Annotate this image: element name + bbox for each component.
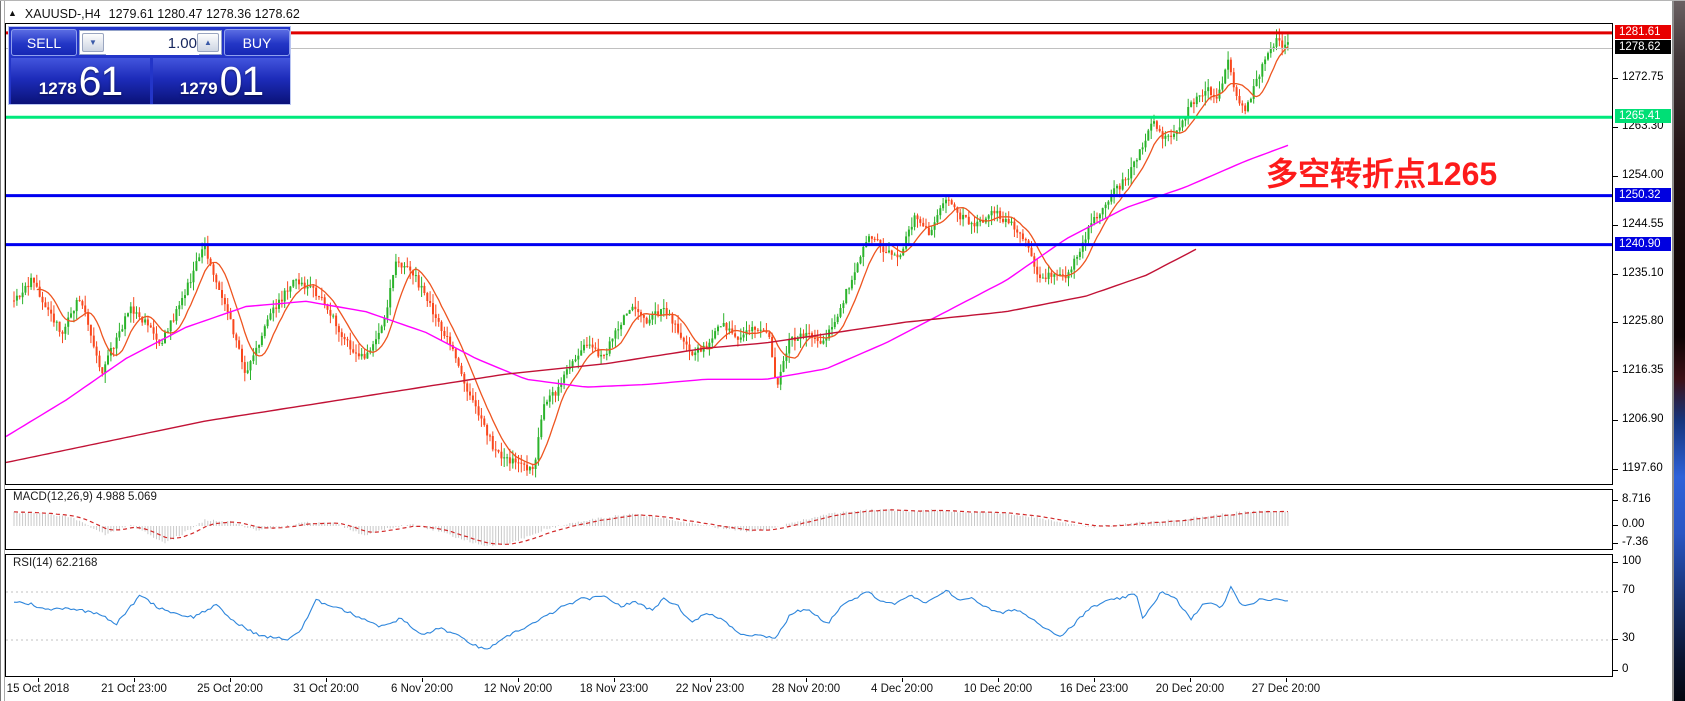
time-tick <box>1286 678 1287 682</box>
rsi-scale-label: 0 <box>1622 663 1629 675</box>
macd-scale-label: 8.716 <box>1622 493 1651 505</box>
price-tick-label: 1197.60 <box>1622 462 1663 474</box>
chart-title: ▲ XAUUSD-,H4 1279.61 1280.47 1278.36 127… <box>8 6 300 22</box>
price-tick <box>1613 469 1618 470</box>
macd-scale-tick <box>1613 500 1618 501</box>
price-tick <box>1613 225 1618 226</box>
rsi-scale-label: 100 <box>1622 555 1642 567</box>
volume-spinbox: ▼ ▲ <box>79 30 222 55</box>
price-tick <box>1613 274 1618 275</box>
macd-scale-tick <box>1613 525 1618 526</box>
price-tick <box>1613 78 1618 79</box>
time-tick <box>326 678 327 682</box>
rsi-scale-tick <box>1613 670 1618 671</box>
buy-price-display[interactable]: 1279 01 <box>153 58 290 104</box>
price-tick-label: 1206.90 <box>1622 413 1664 425</box>
time-tick <box>614 678 615 682</box>
time-tick <box>806 678 807 682</box>
time-tick <box>134 678 135 682</box>
rsi-scale-tick <box>1613 639 1618 640</box>
time-tick-label: 22 Nov 23:00 <box>675 683 745 695</box>
price-tick-label: 1272.75 <box>1622 71 1664 83</box>
window-left-edge-inner <box>4 1 5 701</box>
sell-button[interactable]: SELL <box>11 29 77 56</box>
time-tick-label: 18 Nov 23:00 <box>579 683 649 695</box>
macd-scale-label: -7.36 <box>1622 536 1649 548</box>
volume-decrease-icon[interactable]: ▼ <box>82 33 104 52</box>
price-line-label: 1278.62 <box>1615 40 1671 54</box>
volume-input[interactable] <box>106 32 199 55</box>
time-tick-label: 10 Dec 20:00 <box>963 683 1033 695</box>
time-tick <box>422 678 423 682</box>
buy-button[interactable]: BUY <box>224 29 290 56</box>
time-tick-label: 31 Oct 20:00 <box>293 683 359 695</box>
buy-price-major: 01 <box>219 58 265 104</box>
macd-indicator-panel[interactable] <box>5 489 1613 550</box>
volume-increase-icon[interactable]: ▲ <box>197 33 219 52</box>
price-tick <box>1613 127 1618 128</box>
rsi-indicator-panel[interactable] <box>5 554 1613 677</box>
symbol-timeframe-label: XAUUSD-,H4 <box>24 7 101 21</box>
time-tick-label: 16 Dec 23:00 <box>1059 683 1129 695</box>
time-tick-label: 4 Dec 20:00 <box>870 683 934 695</box>
time-tick-label: 6 Nov 20:00 <box>390 683 454 695</box>
price-tick-label: 1244.55 <box>1622 218 1664 230</box>
time-tick <box>1094 678 1095 682</box>
one-click-trading-panel: SELL ▼ ▲ BUY 1278 61 1279 01 <box>8 26 291 105</box>
time-tick <box>710 678 711 682</box>
price-line-label: 1281.61 <box>1615 25 1671 39</box>
price-tick <box>1613 371 1618 372</box>
macd-scale-tick <box>1613 543 1618 544</box>
window-splitter[interactable] <box>1672 1 1674 701</box>
price-tick <box>1613 322 1618 323</box>
price-axis[interactable]: 1272.75 1263.30 1254.00 1244.55 1235.10 1225.… <box>1613 1 1673 701</box>
price-line-label: 1240.90 <box>1615 237 1671 251</box>
price-line-label: 1265.41 <box>1615 109 1671 123</box>
time-tick-label: 21 Oct 23:00 <box>101 683 167 695</box>
sell-price-display[interactable]: 1278 61 <box>11 58 150 104</box>
price-line-label: 1250.32 <box>1615 188 1671 202</box>
rsi-scale-label: 30 <box>1622 632 1635 644</box>
time-tick-label: 15 Oct 2018 <box>6 683 70 695</box>
time-tick-label: 25 Oct 20:00 <box>197 683 263 695</box>
rsi-scale-tick <box>1613 591 1618 592</box>
price-tick <box>1613 420 1618 421</box>
time-tick-label: 12 Nov 20:00 <box>483 683 553 695</box>
chart-annotation-text: 多空转折点1265 <box>1266 156 1498 192</box>
adjacent-window-sliver <box>1674 1 1685 701</box>
window-left-edge <box>0 1 1 701</box>
ohlc-values: 1279.61 1280.47 1278.36 1278.62 <box>108 7 300 21</box>
time-tick-label: 20 Dec 20:00 <box>1155 683 1225 695</box>
time-tick <box>38 678 39 682</box>
rsi-label: RSI(14) 62.2168 <box>13 557 98 569</box>
time-tick <box>518 678 519 682</box>
rsi-scale-tick <box>1613 562 1618 563</box>
time-tick-label: 28 Nov 20:00 <box>771 683 841 695</box>
time-tick <box>998 678 999 682</box>
time-tick <box>902 678 903 682</box>
collapse-triangle-icon[interactable]: ▲ <box>8 8 17 18</box>
buy-price-minor: 1279 <box>179 79 218 98</box>
price-tick-label: 1216.35 <box>1622 364 1664 376</box>
macd-label: MACD(12,26,9) 4.988 5.069 <box>13 491 157 503</box>
time-axis[interactable]: 15 Oct 2018 21 Oct 23:00 25 Oct 20:00 31 Oc… <box>5 678 1613 700</box>
price-tick-label: 1235.10 <box>1622 267 1664 279</box>
time-tick <box>1190 678 1191 682</box>
sell-price-major: 61 <box>78 58 124 104</box>
macd-scale-label: 0.00 <box>1622 518 1645 530</box>
price-tick-label: 1263.30 <box>1622 120 1664 132</box>
price-tick-label: 1225.80 <box>1622 315 1664 327</box>
price-tick <box>1613 176 1618 177</box>
time-tick <box>230 678 231 682</box>
rsi-scale-label: 70 <box>1622 584 1635 596</box>
time-tick-label: 27 Dec 20:00 <box>1251 683 1321 695</box>
sell-price-minor: 1278 <box>38 79 77 98</box>
price-tick-label: 1254.00 <box>1622 169 1664 181</box>
